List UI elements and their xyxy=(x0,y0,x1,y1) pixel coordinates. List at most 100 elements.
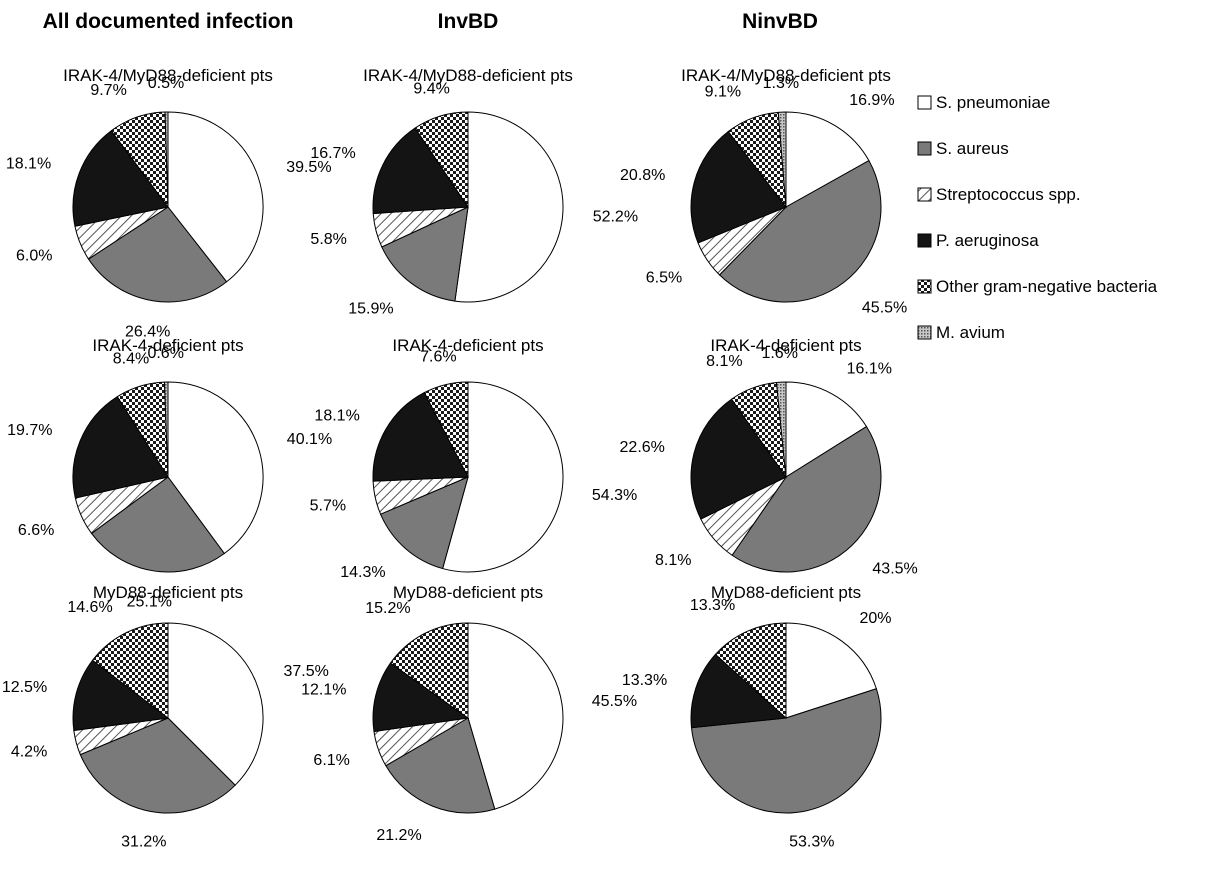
data-label-p-aeruginosa: 20.8% xyxy=(620,167,665,184)
data-label-other-gram-negative-bacteria: 14.6% xyxy=(67,599,112,616)
pie-slice-other-gram-negative-bacteria xyxy=(389,622,469,719)
pie-slice-p-aeruginosa xyxy=(690,398,787,520)
pie-slice-s-aureus xyxy=(90,476,226,573)
pie-title: MyD88-deficient pts xyxy=(93,583,243,602)
data-label-p-aeruginosa: 12.1% xyxy=(301,682,346,699)
pie-title: IRAK-4-deficient pts xyxy=(92,336,243,355)
pie-slice-s-pneumoniae xyxy=(785,111,870,208)
data-label-streptococcus-spp: 6.1% xyxy=(313,752,349,769)
data-label-m-avium: 1.6% xyxy=(761,345,797,362)
legend-label-s-pneumoniae: S. pneumoniae xyxy=(936,93,1050,112)
data-label-other-gram-negative-bacteria: 8.1% xyxy=(706,353,742,370)
data-label-streptococcus-spp: 6.0% xyxy=(16,248,52,265)
pie-slice-m-avium xyxy=(164,111,169,208)
legend-label-p-aeruginosa: P. aeruginosa xyxy=(936,231,1039,250)
pie-title: MyD88-deficient pts xyxy=(393,583,543,602)
pie-slice-s-pneumoniae xyxy=(167,381,264,555)
legend-swatch-m-avium xyxy=(917,325,932,340)
pie-slice-s-pneumoniae xyxy=(785,622,878,719)
pie-slice-s-aureus xyxy=(87,206,228,303)
pie-slice-s-aureus xyxy=(381,206,469,302)
data-label-p-aeruginosa: 13.3% xyxy=(622,672,667,689)
data-label-streptococcus-spp: 5.8% xyxy=(310,231,346,248)
legend-swatch-streptococcus xyxy=(917,187,932,202)
data-label-s-aureus: 53.3% xyxy=(789,833,834,850)
pie-title: IRAK-4/MyD88-deficient pts xyxy=(681,66,891,85)
pie-slice-p-aeruginosa xyxy=(72,130,169,227)
data-label-s-pneumoniae: 16.9% xyxy=(849,92,894,109)
pie-slice-m-avium xyxy=(163,381,169,478)
data-label-s-pneumoniae: 37.5% xyxy=(284,663,329,680)
data-label-p-aeruginosa: 18.1% xyxy=(314,407,359,424)
pie-slice-p-aeruginosa xyxy=(372,662,470,733)
pie-slice-s-pneumoniae xyxy=(167,111,264,283)
pie-slice-p-aeruginosa xyxy=(72,395,169,499)
column-title-all: All documented infection xyxy=(43,10,294,33)
data-label-streptococcus-spp: 8.1% xyxy=(655,552,691,569)
pie-slice-s-aureus xyxy=(385,717,496,814)
data-label-s-pneumoniae: 40.1% xyxy=(287,431,332,448)
pie-slice-other-gram-negative-bacteria xyxy=(414,111,469,209)
pie-slice-s-aureus xyxy=(718,159,882,303)
data-label-s-aureus: 14.3% xyxy=(340,564,385,581)
data-label-other-gram-negative-bacteria: 9.4% xyxy=(413,80,449,97)
pie-slice-p-aeruginosa xyxy=(372,391,469,482)
data-label-s-aureus: 21.2% xyxy=(376,827,421,844)
legend-label-streptococcus: Streptococcus spp. xyxy=(936,185,1081,204)
pie-slice-p-aeruginosa xyxy=(690,130,787,244)
pie-slice-s-aureus xyxy=(731,425,882,573)
pie-slice-p-aeruginosa xyxy=(690,653,788,729)
pie-slice-other-gram-negative-bacteria xyxy=(91,622,169,720)
data-label-s-pneumoniae: 20% xyxy=(860,610,892,627)
data-label-s-aureus: 43.5% xyxy=(872,560,917,577)
data-label-other-gram-negative-bacteria: 8.4% xyxy=(113,351,149,368)
pie-title: IRAK-4-deficient pts xyxy=(392,336,543,355)
data-label-other-gram-negative-bacteria: 15.2% xyxy=(365,600,410,617)
pie-title: MyD88-deficient pts xyxy=(711,583,861,602)
data-label-p-aeruginosa: 19.7% xyxy=(7,422,52,439)
data-label-other-gram-negative-bacteria: 7.6% xyxy=(420,349,456,366)
data-label-p-aeruginosa: 12.5% xyxy=(2,679,47,696)
pie-grid: IRAK-4/MyD88-deficient pts 39.5% 26.4% 6.0%… xyxy=(2,66,918,851)
data-label-p-aeruginosa: 18.1% xyxy=(6,156,51,173)
pie-slice-s-aureus xyxy=(690,688,882,814)
legend-label-other-gram-negative: Other gram-negative bacteria xyxy=(936,277,1158,296)
legend-swatch-s-aureus xyxy=(917,141,932,156)
pie-slice-s-aureus xyxy=(379,476,469,570)
legend-swatch-s-pneumoniae xyxy=(917,95,932,110)
pie-slice-s-pneumoniae xyxy=(442,381,564,573)
pie-slice-s-pneumoniae xyxy=(785,381,868,478)
data-label-other-gram-negative-bacteria: 9.1% xyxy=(705,83,741,100)
data-label-p-aeruginosa: 22.6% xyxy=(620,439,665,456)
pie-slice-m-avium xyxy=(775,381,787,478)
legend-swatch-other-gram-negative xyxy=(917,279,932,294)
column-title-invbd: InvBD xyxy=(438,10,499,33)
data-label-m-avium: 0.5% xyxy=(148,75,184,92)
pie-slice-s-aureus xyxy=(79,717,236,814)
pie-slice-p-aeruginosa xyxy=(72,659,170,732)
data-label-streptococcus-spp: 5.7% xyxy=(310,498,346,515)
data-label-streptococcus-spp: 6.5% xyxy=(646,270,682,287)
data-label-m-avium: 1.3% xyxy=(763,75,799,92)
data-label-other-gram-negative-bacteria: 9.7% xyxy=(90,82,126,99)
pie-slice-m-avium xyxy=(777,111,787,208)
data-label-other-gram-negative-bacteria: 13.3% xyxy=(690,597,735,614)
data-label-p-aeruginosa: 16.7% xyxy=(310,145,355,162)
data-label-s-aureus: 45.5% xyxy=(862,299,907,316)
legend-label-s-aureus: S. aureus xyxy=(936,139,1009,158)
legend-swatch-p-aeruginosa xyxy=(917,233,932,248)
data-label-streptococcus-spp: 6.6% xyxy=(18,522,54,539)
pie-title: IRAK-4-deficient pts xyxy=(710,336,861,355)
data-label-s-aureus: 15.9% xyxy=(348,300,393,317)
data-label-m-avium: 0.6% xyxy=(147,345,183,362)
column-title-ninvbd: NinvBD xyxy=(742,10,818,33)
pie-slice-s-pneumoniae xyxy=(467,622,564,810)
data-label-s-aureus: 26.4% xyxy=(125,323,170,340)
data-label-s-pneumoniae: 16.1% xyxy=(847,361,892,378)
legend: S. pneumoniae S. aureus Streptococcus sp… xyxy=(917,93,1158,342)
data-label-s-pneumoniae: 52.2% xyxy=(593,209,638,226)
data-label-s-pneumoniae: 39.5% xyxy=(286,159,331,176)
pie-slice-other-gram-negative-bacteria xyxy=(423,381,469,478)
data-label-s-pneumoniae: 54.3% xyxy=(592,487,637,504)
